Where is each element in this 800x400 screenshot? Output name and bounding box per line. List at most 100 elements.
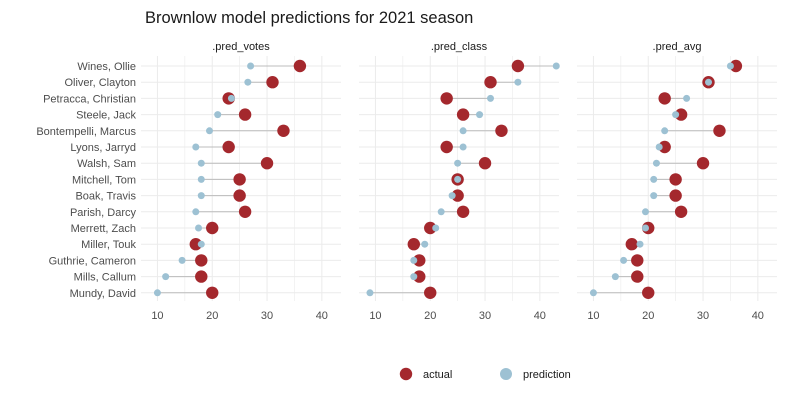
prediction-point	[214, 111, 222, 119]
actual-point	[451, 189, 464, 202]
actual-point	[195, 270, 208, 283]
prediction-point	[641, 208, 649, 216]
x-tick-label: 40	[534, 310, 546, 322]
prediction-point	[652, 159, 660, 167]
x-tick-label: 10	[369, 310, 381, 322]
prediction-point	[552, 62, 560, 70]
prediction-point	[683, 94, 691, 102]
y-tick-label: Miller, Touk	[81, 239, 136, 251]
prediction-point	[192, 143, 200, 151]
actual-point	[478, 157, 492, 170]
prediction-point	[459, 127, 467, 135]
actual-point	[456, 205, 470, 218]
actual-point	[206, 286, 219, 299]
prediction-point	[454, 175, 462, 183]
actual-point	[222, 140, 235, 154]
prediction-point	[162, 273, 170, 281]
actual-point	[293, 59, 307, 73]
actual-point	[189, 238, 202, 251]
prediction-point	[432, 224, 440, 232]
prediction-point	[437, 208, 445, 216]
actual-point	[424, 221, 437, 235]
facet-panel: .pred_class 10 20 30 40	[359, 41, 560, 322]
y-axis-labels: Wines, Ollie Oliver, Clayton Petracca, Chr…	[36, 61, 136, 300]
facet-strip-label: .pred_class	[431, 41, 488, 53]
prediction-point	[205, 127, 213, 135]
actual-point	[260, 157, 274, 170]
prediction-point	[448, 192, 456, 200]
actual-point	[413, 254, 426, 267]
x-tick-label: 20	[424, 310, 436, 322]
actual-point	[233, 189, 246, 202]
x-tick-label: 30	[479, 310, 491, 322]
actual-point	[713, 124, 726, 137]
actual-point	[669, 189, 682, 202]
prediction-point	[410, 256, 418, 264]
y-tick-label: Mitchell, Tom	[72, 174, 136, 186]
y-tick-label: Mills, Callum	[74, 272, 136, 284]
facet-panel: .pred_votes 10 20 30 40	[141, 41, 341, 322]
prediction-point	[726, 62, 734, 70]
y-tick-label: Oliver, Clayton	[64, 77, 136, 89]
legend-key-prediction	[500, 368, 512, 380]
facet-panel: .pred_avg 10 20 30 40	[577, 41, 777, 322]
prediction-point	[153, 289, 161, 297]
prediction-point	[589, 289, 597, 297]
actual-point	[495, 124, 508, 137]
actual-point	[407, 238, 420, 251]
actual-point	[440, 92, 453, 105]
actual-point	[440, 140, 453, 154]
actual-point	[266, 76, 279, 89]
y-tick-label: Lyons, Jarryd	[70, 142, 136, 154]
x-tick-label: 20	[642, 310, 654, 322]
y-tick-label: Merrett, Zach	[71, 223, 136, 235]
actual-point	[511, 59, 525, 73]
prediction-point	[514, 78, 522, 86]
prediction-point	[197, 240, 205, 248]
legend-key-actual	[399, 367, 413, 381]
x-tick-label: 10	[587, 310, 599, 322]
actual-point	[195, 254, 208, 267]
prediction-point	[611, 273, 619, 281]
actual-point	[484, 76, 497, 89]
prediction-point	[672, 111, 680, 119]
legend-label-prediction: prediction	[523, 369, 571, 381]
legend: actual prediction	[399, 367, 571, 381]
y-tick-label: Walsh, Sam	[77, 158, 136, 170]
legend-label-actual: actual	[423, 369, 452, 381]
prediction-point	[705, 78, 713, 86]
y-tick-label: Petracca, Christian	[43, 93, 136, 105]
actual-point	[658, 140, 671, 154]
y-tick-label: Guthrie, Cameron	[49, 255, 136, 267]
prediction-point	[197, 192, 205, 200]
prediction-point	[366, 289, 374, 297]
prediction-point	[192, 208, 200, 216]
prediction-point	[661, 127, 669, 135]
actual-point	[277, 124, 290, 137]
x-tick-label: 30	[261, 310, 273, 322]
actual-point	[238, 108, 252, 121]
x-tick-label: 30	[697, 310, 709, 322]
actual-point	[658, 92, 671, 105]
prediction-point	[650, 192, 658, 200]
actual-point	[729, 59, 743, 73]
prediction-point	[197, 159, 205, 167]
prediction-point	[636, 240, 644, 248]
actual-point	[642, 286, 655, 299]
prediction-point	[459, 143, 467, 151]
prediction-point	[655, 143, 663, 151]
y-tick-label: Bontempelli, Marcus	[36, 126, 136, 138]
prediction-point	[620, 256, 628, 264]
actual-point	[413, 270, 426, 283]
prediction-point	[247, 62, 255, 70]
actual-point	[674, 205, 688, 218]
x-tick-label: 20	[206, 310, 218, 322]
prediction-point	[476, 111, 484, 119]
actual-point	[206, 221, 219, 235]
chart-title: Brownlow model predictions for 2021 seas…	[145, 9, 473, 27]
actual-point	[625, 238, 638, 251]
prediction-point	[244, 78, 252, 86]
prediction-point	[421, 240, 429, 248]
